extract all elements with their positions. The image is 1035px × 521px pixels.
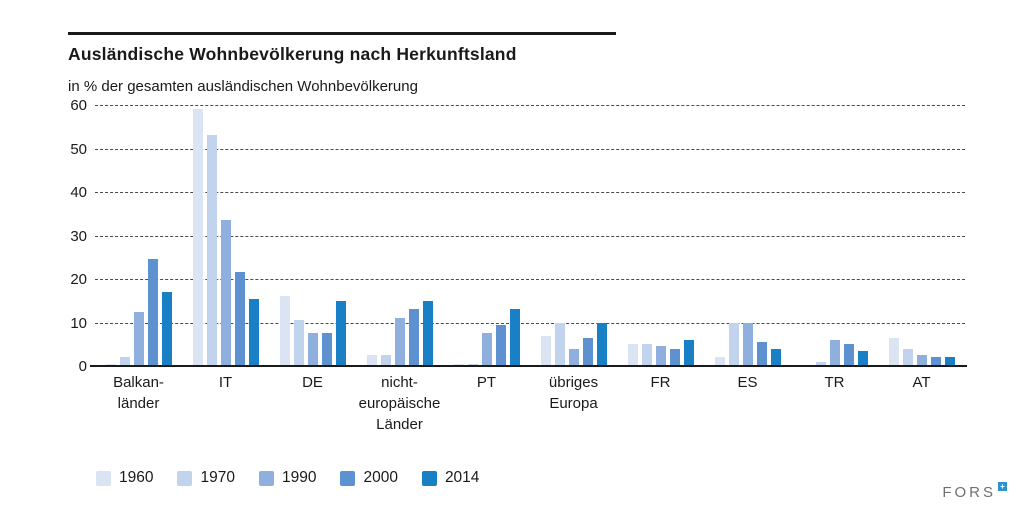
legend-item-2014: 2014 — [421, 469, 480, 487]
bar-1990-DE — [307, 333, 318, 366]
bar-1970-DE — [293, 320, 304, 366]
y-tick-label-50: 50 — [70, 140, 87, 158]
x-axis-label-nicht-europäische Länder: nicht-europäische Länder — [358, 374, 441, 433]
fors-logo: FORS + — [942, 482, 1007, 501]
x-axis-label-PT: PT — [476, 374, 497, 391]
legend-item-2000: 2000 — [340, 469, 398, 487]
gridline-40 — [95, 192, 965, 193]
x-axis-label-ES: ES — [737, 374, 758, 391]
x-axis-label-Balkanländer: Balkan-länder — [113, 374, 164, 412]
bar-2014-ES — [770, 348, 781, 366]
bar-1960-IT — [192, 109, 203, 366]
bar-2000-ES — [756, 342, 767, 366]
x-axis-label-IT: IT — [218, 374, 233, 391]
bar-2000-FR — [669, 348, 680, 366]
bar-1990-AT — [916, 355, 927, 366]
gridline-20 — [95, 279, 965, 280]
bar-2000-übriges Europa — [582, 337, 593, 366]
bar-2014-TR — [857, 350, 868, 366]
legend-swatch-1970 — [177, 470, 193, 486]
bar-1970-FR — [641, 344, 652, 366]
legend-item-1960: 1960 — [96, 469, 153, 487]
x-axis-label-TR: TR — [824, 374, 845, 391]
gridline-30 — [95, 235, 965, 237]
bar-1970-IT — [206, 135, 217, 366]
bar-1960-Balkanländer — [105, 363, 116, 366]
bar-2000-AT — [930, 357, 941, 366]
bar-1970-Balkanländer — [119, 357, 130, 366]
gridline-10 — [95, 322, 965, 324]
bar-1990-PT — [481, 333, 492, 366]
legend-swatch-2000 — [340, 470, 356, 486]
bar-2000-Balkanländer — [147, 259, 158, 366]
x-axis-label-FR: FR — [650, 374, 671, 391]
legend-swatch-2014 — [421, 470, 437, 486]
legend-label-1990: 1990 — [281, 469, 317, 486]
x-axis-label-DE: DE — [302, 374, 323, 391]
legend-label-1970: 1970 — [200, 469, 235, 486]
bar-1960-DE — [279, 296, 290, 366]
y-tick-label-60: 60 — [70, 97, 87, 114]
bar-1960-übriges Europa — [540, 335, 551, 366]
bar-2014-PT — [509, 309, 520, 366]
bar-1970-nicht-europäische Länder — [380, 355, 391, 366]
gridline-60 — [95, 105, 965, 106]
legend-label-2000: 2000 — [363, 469, 398, 486]
bar-2000-DE — [321, 333, 332, 366]
bar-1990-ES — [742, 322, 753, 366]
bar-2000-IT — [234, 272, 245, 366]
bar-2014-DE — [335, 300, 346, 366]
x-axis-label-übriges Europa: übriges Europa — [548, 374, 599, 412]
y-tick-label-0: 0 — [78, 358, 87, 375]
gridline-50 — [95, 148, 965, 150]
bar-1960-FR — [627, 344, 638, 366]
bar-1970-ES — [728, 322, 739, 366]
bar-2014-IT — [248, 298, 259, 366]
bar-2014-übriges Europa — [596, 322, 607, 366]
bar-1970-TR — [815, 361, 826, 366]
bar-1990-TR — [829, 339, 840, 366]
chart-title: Ausländische Wohnbevölkerung nach Herkun… — [68, 44, 517, 64]
fors-logo-text: FORS — [942, 484, 996, 501]
bar-2014-AT — [944, 357, 955, 366]
legend-swatch-1960 — [96, 470, 111, 486]
bar-1960-AT — [888, 337, 899, 366]
bar-2014-FR — [683, 339, 694, 366]
legend-swatch-1990 — [258, 470, 274, 486]
bar-1970-PT — [467, 363, 478, 366]
bar-1990-IT — [220, 220, 231, 366]
y-tick-label-20: 20 — [70, 271, 87, 288]
legend-item-1990: 1990 — [258, 469, 317, 487]
plot-area: 0 10 20 30 40 50 60 — [70, 98, 965, 374]
bar-1960-nicht-europäische Länder — [366, 355, 377, 366]
legend-item-1970: 1970 — [177, 469, 235, 487]
x-axis-line — [90, 365, 967, 367]
title-rule — [68, 32, 616, 35]
bar-1960-ES — [714, 357, 725, 366]
y-tick-label-10: 10 — [70, 314, 87, 332]
bar-1990-übriges Europa — [568, 348, 579, 366]
bar-2014-Balkanländer — [161, 292, 172, 366]
legend-label-2014: 2014 — [444, 469, 480, 486]
bar-2014-nicht-europäische Länder — [422, 300, 433, 366]
y-tick-label-40: 40 — [70, 184, 87, 201]
fors-plus-icon: + — [998, 482, 1007, 491]
bar-1960-PT — [453, 363, 464, 366]
chart-subtitle: in % der gesamten ausländischen Wohnbevö… — [68, 78, 418, 95]
bar-1990-Balkanländer — [133, 311, 144, 366]
bar-1990-FR — [655, 346, 666, 366]
y-tick-label-30: 30 — [70, 227, 87, 245]
legend: 1960 1970 1990 2000 2014 — [96, 468, 479, 488]
bar-1970-AT — [902, 348, 913, 366]
bar-2000-PT — [495, 324, 506, 366]
bar-2000-TR — [843, 344, 854, 366]
bar-2000-nicht-europäische Länder — [408, 309, 419, 366]
x-axis-label-AT: AT — [912, 374, 931, 391]
legend-label-1960: 1960 — [119, 469, 154, 486]
bar-1990-nicht-europäische Länder — [394, 318, 405, 366]
bar-1970-übriges Europa — [554, 322, 565, 366]
